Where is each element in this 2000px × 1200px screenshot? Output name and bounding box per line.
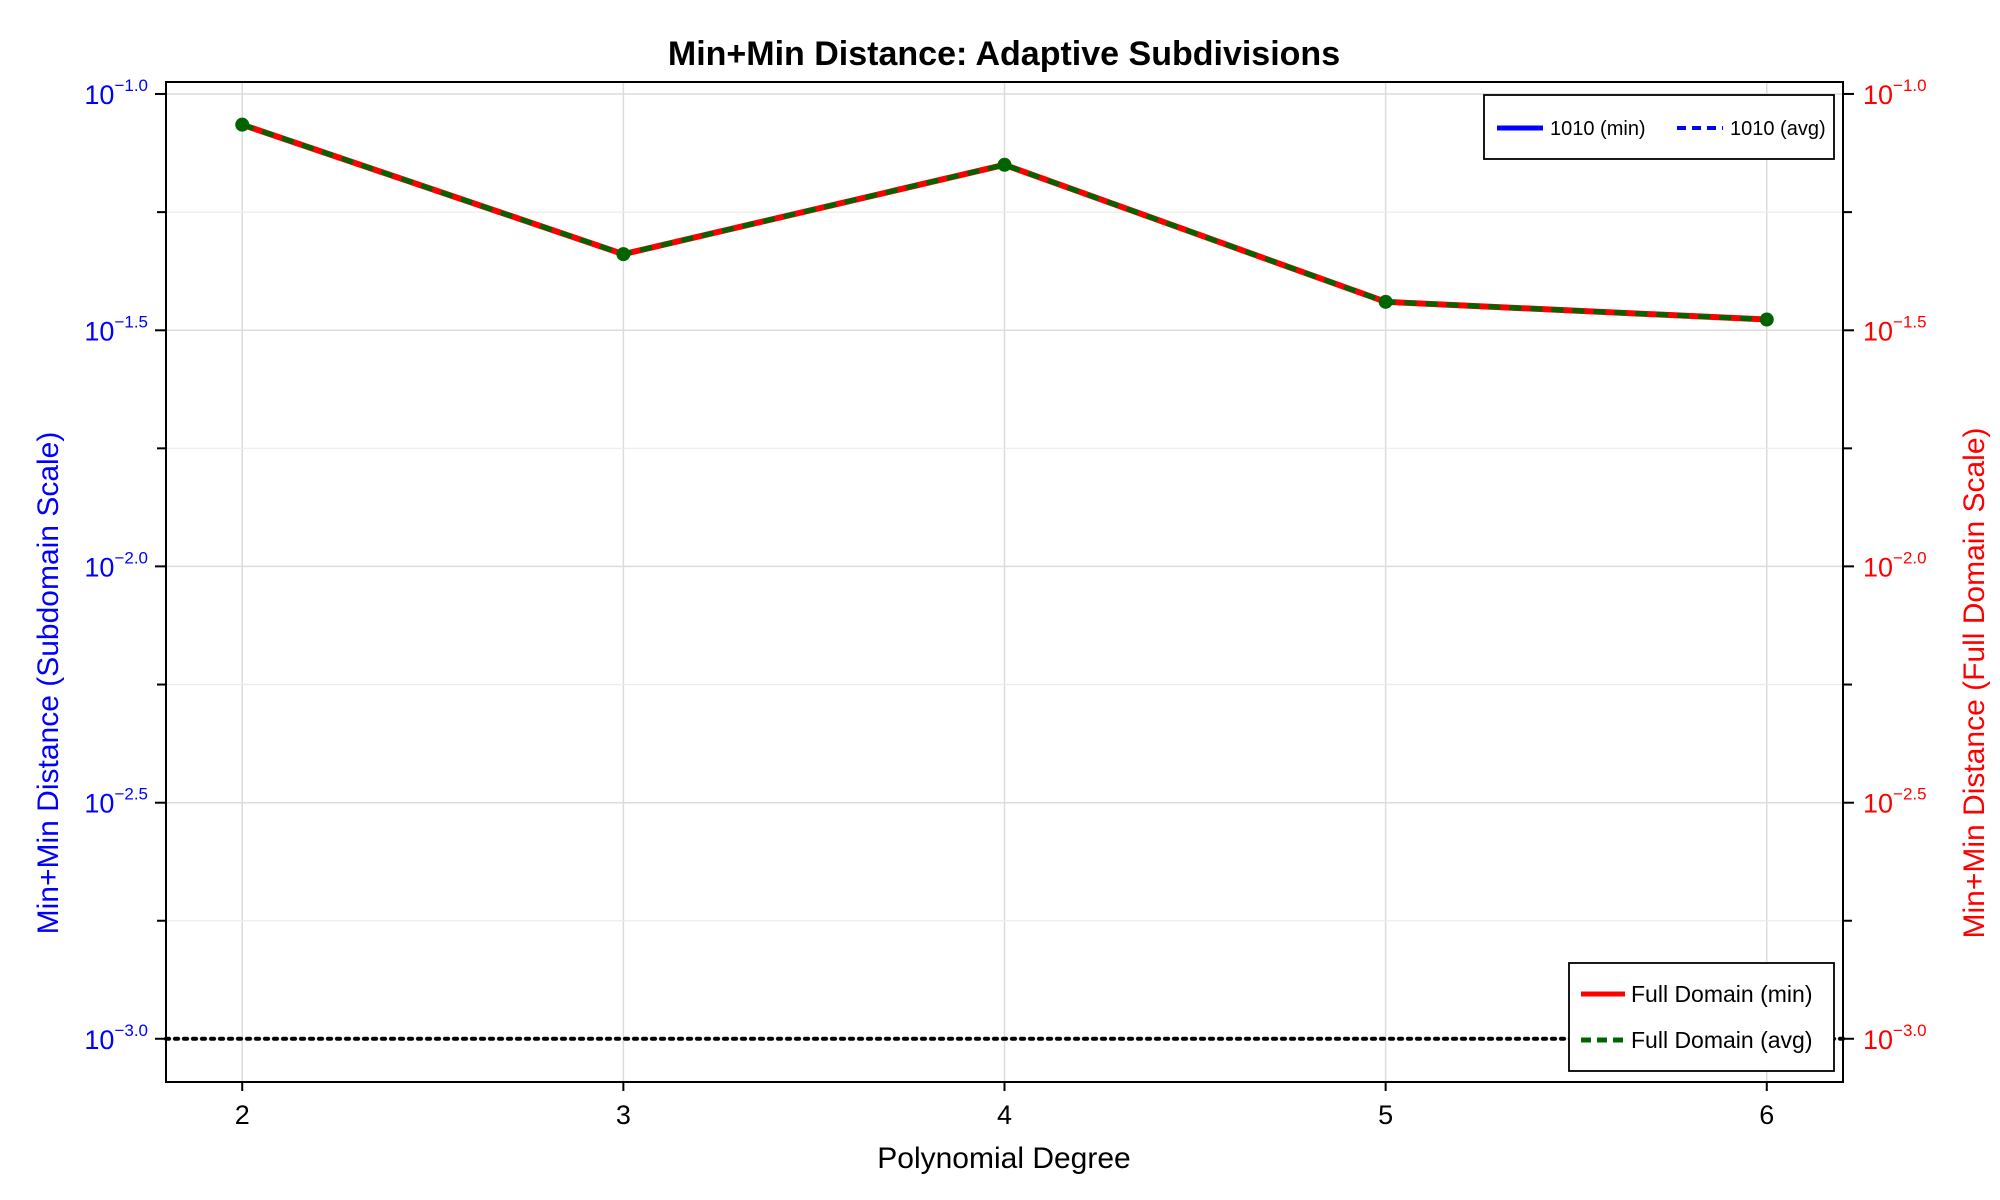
right-y-tick-label: 10−3.0 xyxy=(1863,1021,1927,1055)
right-y-tick-label: 10−1.0 xyxy=(1863,76,1927,110)
legend-label-1010-avg: 1010 (avg) xyxy=(1730,118,1826,140)
x-axis-label: Polynomial Degree xyxy=(877,1142,1130,1175)
x-tick-label: 5 xyxy=(1378,1100,1393,1130)
legend-top: 1010 (min) 1010 (avg) xyxy=(1483,94,1835,160)
x-tick-label: 4 xyxy=(997,1100,1012,1130)
x-axis: 2 3 4 5 6 xyxy=(235,1082,1774,1130)
legend-label-full-domain-avg: Full Domain (avg) xyxy=(1631,1027,1813,1053)
right-y-axis: 10−1.0 10−1.5 10−2.0 10−2.5 10−3.0 xyxy=(1843,76,1927,1055)
left-y-tick-label: 10−2.0 xyxy=(84,548,148,582)
left-y-tick-label: 10−2.5 xyxy=(84,785,148,819)
left-y-axis-label: Min+Min Distance (Subdomain Scale) xyxy=(32,432,65,935)
x-tick-label: 2 xyxy=(235,1100,250,1130)
right-y-tick-label: 10−2.0 xyxy=(1863,548,1927,582)
left-y-tick-label: 10−1.0 xyxy=(84,76,148,110)
series-layer xyxy=(235,117,1774,327)
legend-bottom-box xyxy=(1568,962,1835,1072)
x-tick-label: 3 xyxy=(616,1100,631,1130)
right-y-tick-label: 10−2.5 xyxy=(1863,785,1927,819)
left-y-axis: 10−1.0 10−1.5 10−2.0 10−2.5 10−3.0 xyxy=(84,76,166,1055)
data-point-full-domain-avg xyxy=(997,157,1012,172)
data-point-full-domain-avg xyxy=(616,247,631,262)
right-y-tick-label: 10−1.5 xyxy=(1863,312,1927,346)
chart-title: Min+Min Distance: Adaptive Subdivisions xyxy=(668,35,1340,73)
left-y-tick-label: 10−1.5 xyxy=(84,312,148,346)
legend-bottom: Full Domain (min) Full Domain (avg) xyxy=(1568,962,1835,1072)
x-tick-label: 6 xyxy=(1759,1100,1774,1130)
legend-label-full-domain-min: Full Domain (min) xyxy=(1631,981,1812,1007)
data-point-full-domain-avg xyxy=(235,117,250,132)
left-y-tick-label: 10−3.0 xyxy=(84,1021,148,1055)
data-point-full-domain-avg xyxy=(1759,312,1774,327)
data-point-full-domain-avg xyxy=(1378,294,1393,309)
legend-label-1010-min: 1010 (min) xyxy=(1550,118,1646,140)
right-y-axis-label: Min+Min Distance (Full Domain Scale) xyxy=(1958,428,1991,939)
series-line-full-domain-avg xyxy=(241,122,1767,323)
